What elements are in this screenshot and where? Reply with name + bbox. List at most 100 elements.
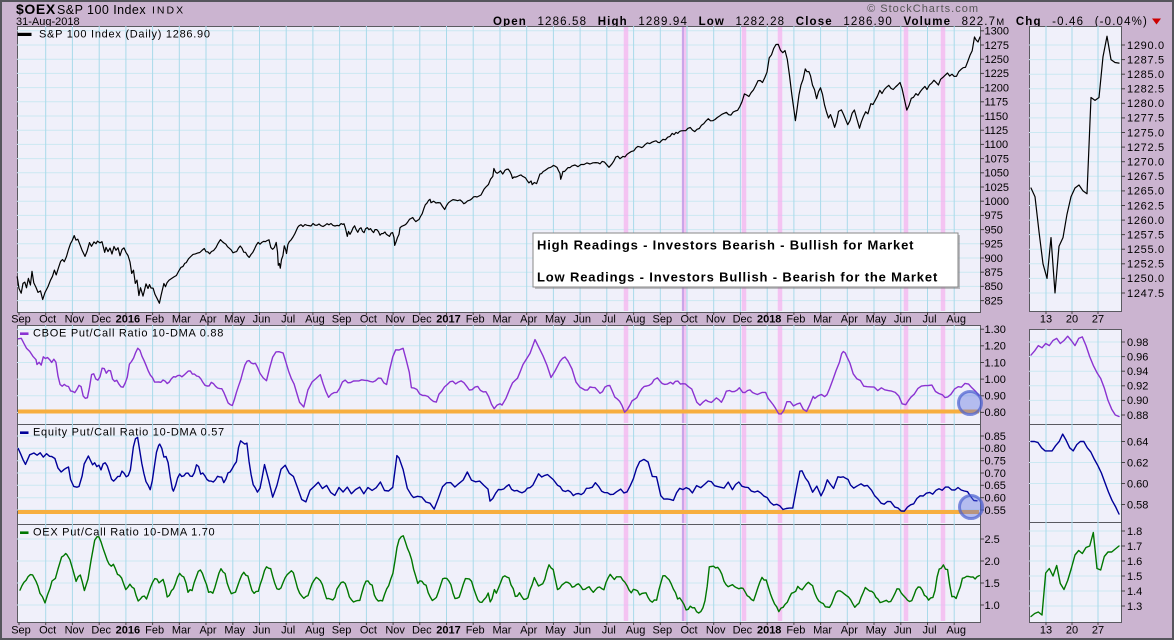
svg-text:1275.0: 1275.0 bbox=[1127, 127, 1165, 139]
svg-text:2017: 2017 bbox=[436, 625, 460, 637]
svg-text:1262.5: 1262.5 bbox=[1127, 200, 1165, 212]
svg-text:1280.0: 1280.0 bbox=[1127, 98, 1165, 110]
svg-text:0.96: 0.96 bbox=[1127, 351, 1148, 363]
svg-text:1175: 1175 bbox=[985, 97, 1009, 109]
svg-text:Aug: Aug bbox=[305, 625, 325, 637]
svg-text:13: 13 bbox=[1040, 625, 1052, 637]
svg-text:1282.5: 1282.5 bbox=[1127, 84, 1165, 96]
svg-text:May: May bbox=[545, 625, 566, 637]
svg-text:Jul: Jul bbox=[922, 625, 936, 637]
svg-text:Jul: Jul bbox=[602, 314, 616, 326]
svg-text:1290.0: 1290.0 bbox=[1127, 40, 1165, 52]
svg-text:0.80: 0.80 bbox=[985, 443, 1006, 455]
svg-text:950: 950 bbox=[985, 224, 1003, 236]
svg-text:0.55: 0.55 bbox=[985, 505, 1006, 517]
svg-text:Dec: Dec bbox=[412, 314, 432, 326]
svg-text:Apr: Apr bbox=[199, 314, 216, 326]
svg-text:2017: 2017 bbox=[436, 314, 460, 326]
svg-text:1200: 1200 bbox=[985, 82, 1009, 94]
svg-text:1285.0: 1285.0 bbox=[1127, 69, 1165, 81]
svg-text:1075: 1075 bbox=[985, 153, 1009, 165]
svg-text:1270.0: 1270.0 bbox=[1127, 157, 1165, 169]
svg-text:Dec: Dec bbox=[91, 625, 111, 637]
svg-text:1255.0: 1255.0 bbox=[1127, 244, 1165, 256]
svg-text:825: 825 bbox=[985, 295, 1003, 307]
svg-text:1272.5: 1272.5 bbox=[1127, 142, 1165, 154]
svg-text:0.90: 0.90 bbox=[1127, 395, 1148, 407]
svg-text:Feb: Feb bbox=[145, 625, 164, 637]
svg-text:Apr: Apr bbox=[841, 314, 858, 326]
svg-text:2018: 2018 bbox=[757, 314, 781, 326]
svg-text:0.62: 0.62 bbox=[1127, 457, 1148, 469]
svg-text:May: May bbox=[545, 314, 566, 326]
svg-text:0.94: 0.94 bbox=[1127, 366, 1148, 378]
svg-text:Jul: Jul bbox=[602, 625, 616, 637]
svg-text:Apr: Apr bbox=[841, 625, 858, 637]
svg-text:Jul: Jul bbox=[922, 314, 936, 326]
svg-text:0.75: 0.75 bbox=[985, 456, 1006, 468]
svg-text:Sep: Sep bbox=[653, 625, 673, 637]
svg-text:1247.5: 1247.5 bbox=[1127, 288, 1165, 300]
svg-text:1260.0: 1260.0 bbox=[1127, 215, 1165, 227]
svg-text:1252.5: 1252.5 bbox=[1127, 259, 1165, 271]
svg-text:CBOE Put/Call Ratio 10-DMA 0.8: CBOE Put/Call Ratio 10-DMA 0.88 bbox=[33, 328, 224, 340]
svg-text:1150: 1150 bbox=[985, 111, 1009, 123]
svg-text:Low Readings - Investors Bulli: Low Readings - Investors Bullish - Beari… bbox=[537, 270, 938, 285]
svg-text:Jun: Jun bbox=[253, 625, 271, 637]
svg-text:0.58: 0.58 bbox=[1127, 499, 1148, 511]
svg-text:Feb: Feb bbox=[786, 625, 805, 637]
svg-text:0.92: 0.92 bbox=[1127, 381, 1148, 393]
svg-text:$OEX: $OEX bbox=[16, 1, 56, 17]
svg-text:May: May bbox=[866, 314, 887, 326]
svg-text:Oct: Oct bbox=[360, 314, 377, 326]
svg-text:31-Aug-2018: 31-Aug-2018 bbox=[16, 16, 80, 28]
svg-text:Mar: Mar bbox=[493, 314, 512, 326]
svg-text:Mar: Mar bbox=[172, 314, 191, 326]
svg-text:1225: 1225 bbox=[985, 68, 1009, 80]
svg-text:Dec: Dec bbox=[91, 314, 111, 326]
svg-text:925: 925 bbox=[985, 239, 1003, 251]
svg-text:Oct: Oct bbox=[680, 314, 697, 326]
svg-text:1100: 1100 bbox=[985, 139, 1009, 151]
svg-text:High Readings - Investors Bear: High Readings - Investors Bearish - Bull… bbox=[537, 238, 914, 253]
svg-text:1265.0: 1265.0 bbox=[1127, 186, 1165, 198]
svg-text:Sep: Sep bbox=[332, 314, 352, 326]
svg-text:20: 20 bbox=[1066, 625, 1078, 637]
svg-text:Apr: Apr bbox=[520, 625, 537, 637]
svg-text:Aug: Aug bbox=[305, 314, 325, 326]
svg-text:Dec: Dec bbox=[733, 314, 753, 326]
svg-text:0.88: 0.88 bbox=[1127, 410, 1148, 422]
svg-text:Oct: Oct bbox=[680, 625, 697, 637]
svg-text:Nov: Nov bbox=[65, 625, 85, 637]
svg-text:Mar: Mar bbox=[493, 625, 512, 637]
svg-text:Aug: Aug bbox=[946, 625, 966, 637]
svg-text:27: 27 bbox=[1092, 625, 1104, 637]
svg-text:Oct: Oct bbox=[360, 625, 377, 637]
svg-text:1.5: 1.5 bbox=[985, 578, 1000, 590]
svg-text:2018: 2018 bbox=[757, 625, 781, 637]
svg-text:1.6: 1.6 bbox=[1127, 556, 1142, 568]
svg-text:1.10: 1.10 bbox=[985, 357, 1006, 369]
svg-text:850: 850 bbox=[985, 281, 1003, 293]
svg-text:0.90: 0.90 bbox=[985, 391, 1006, 403]
svg-text:Jun: Jun bbox=[894, 314, 912, 326]
svg-text:27: 27 bbox=[1092, 314, 1104, 326]
svg-text:Mar: Mar bbox=[813, 314, 832, 326]
svg-text:0.98: 0.98 bbox=[1127, 337, 1148, 349]
svg-text:Dec: Dec bbox=[733, 625, 753, 637]
svg-text:Nov: Nov bbox=[706, 625, 726, 637]
svg-text:Mar: Mar bbox=[172, 625, 191, 637]
svg-text:Jun: Jun bbox=[894, 625, 912, 637]
svg-text:Jul: Jul bbox=[281, 625, 295, 637]
svg-text:Sep: Sep bbox=[11, 314, 31, 326]
svg-text:0.60: 0.60 bbox=[1127, 478, 1148, 490]
svg-text:Nov: Nov bbox=[385, 314, 405, 326]
svg-text:2.5: 2.5 bbox=[985, 534, 1000, 546]
svg-text:0.65: 0.65 bbox=[985, 480, 1006, 492]
svg-text:© StockCharts.com: © StockCharts.com bbox=[867, 3, 979, 15]
svg-text:1257.5: 1257.5 bbox=[1127, 229, 1165, 241]
svg-text:1.00: 1.00 bbox=[985, 374, 1006, 386]
svg-text:1275: 1275 bbox=[985, 40, 1009, 52]
svg-text:Sep: Sep bbox=[653, 314, 673, 326]
svg-text:1267.5: 1267.5 bbox=[1127, 171, 1165, 183]
